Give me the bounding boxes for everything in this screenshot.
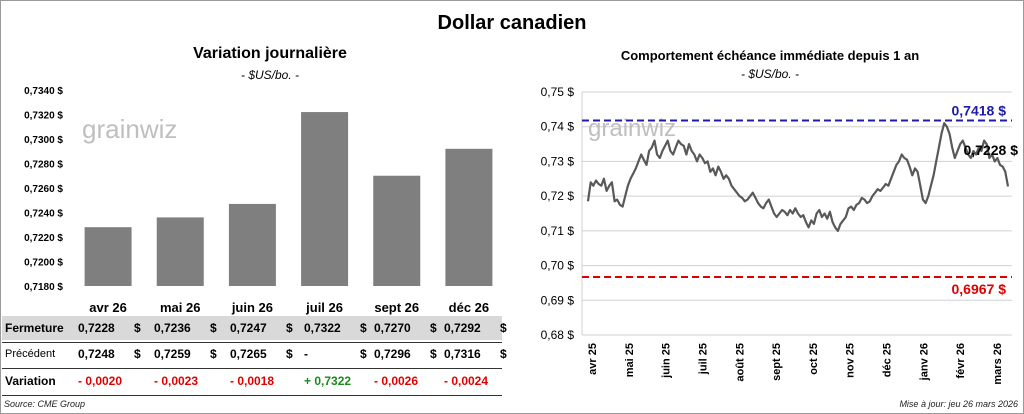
table-cell: 0,7316 (444, 347, 481, 361)
left-x-tick-label: déc 26 (449, 300, 489, 315)
table-cell: - 0,0020 (78, 374, 123, 388)
right-x-tick-label: juin 25 (661, 343, 673, 379)
table-cell: 0,7247 (230, 321, 267, 335)
bar-mai-26 (156, 217, 204, 286)
left-x-tick-label: juil 26 (305, 300, 343, 315)
left-y-tick-label: 0,7260 $ (24, 184, 63, 195)
left-y-tick-label: 0,7220 $ (24, 233, 63, 244)
right-x-tick-label: janv 26 (918, 343, 930, 381)
row-label: Variation (5, 374, 56, 388)
bar-avr-26 (84, 227, 132, 286)
left-x-tick-label: mai 26 (160, 300, 200, 315)
left-y-tick-label: 0,7240 $ (24, 209, 63, 220)
right-chart-subtitle: - $US/bo. - (740, 67, 800, 81)
right-y-tick-label: 0,68 $ (541, 328, 575, 342)
high-reference-label: 0,7418 $ (952, 102, 1007, 118)
grainwiz-watermark-right: grainwiz (588, 115, 676, 142)
unit-symbol: $ (210, 347, 217, 361)
table-cell: 0,7248 (78, 347, 115, 361)
bar-juil-26 (301, 112, 349, 286)
right-y-tick-label: 0,70 $ (541, 259, 575, 273)
left-x-tick-label: avr 26 (89, 300, 127, 315)
table-cell: - 0,0026 (374, 374, 419, 388)
right-y-tick-label: 0,75 $ (541, 85, 575, 99)
unit-symbol: $ (430, 347, 437, 361)
left-y-tick-label: 0,7300 $ (24, 135, 63, 146)
left-y-tick-label: 0,7200 $ (24, 258, 63, 269)
right-x-tick-label: août 25 (734, 343, 746, 382)
left-y-tick-label: 0,7320 $ (24, 111, 63, 122)
right-x-tick-label: sept 25 (771, 343, 783, 381)
left-y-tick-label: 0,7340 $ (24, 86, 63, 97)
right-y-tick-label: 0,72 $ (541, 189, 575, 203)
unit-symbol: $ (360, 347, 367, 361)
unit-symbol: $ (210, 321, 217, 335)
right-x-tick-label: mars 26 (992, 343, 1004, 385)
left-y-tick-label: 0,7180 $ (24, 282, 63, 293)
row-label: Fermeture (5, 321, 64, 335)
grainwiz-watermark: grainwiz (82, 114, 177, 144)
last-price-label: 0,7228 $ (964, 142, 1019, 158)
bar-déc-26 (445, 148, 493, 286)
table-cell: 0,7236 (154, 321, 191, 335)
page-title: Dollar canadien (437, 12, 587, 34)
table-cell: 0,7259 (154, 347, 191, 361)
left-chart-subtitle: - $US/bo. - (240, 68, 300, 82)
table-cell: 0,7292 (444, 321, 481, 335)
table-row: Variation - 0,0020 - 0,0023 - 0,0018 + 0,732… (2, 369, 502, 393)
right-y-tick-label: 0,73 $ (541, 154, 575, 168)
right-x-tick-label: juil 25 (697, 343, 709, 375)
low-reference-label: 0,6967 $ (952, 281, 1007, 297)
table-divider (2, 395, 502, 396)
left-chart-title: Variation journalière (193, 45, 347, 62)
table-cell: - 0,0018 (230, 374, 275, 388)
unit-symbol: $ (500, 347, 507, 361)
right-chart-title: Comportement échéance immédiate depuis 1… (620, 48, 920, 63)
table-divider (2, 342, 502, 343)
unit-symbol: $ (500, 321, 507, 335)
right-y-tick-label: 0,71 $ (541, 224, 575, 238)
bar-juin-26 (228, 203, 276, 286)
price-series-line (586, 122, 1010, 232)
table-cell: 0,7322 (304, 321, 341, 335)
table-cell: - 0,0023 (154, 374, 199, 388)
left-y-tick-label: 0,7280 $ (24, 160, 63, 171)
table-cell: 0,7265 (230, 347, 267, 361)
left-x-tick-label: juin 26 (231, 300, 273, 315)
left-x-tick-label: sept 26 (374, 300, 419, 315)
right-y-tick-label: 0,74 $ (541, 120, 575, 134)
right-y-tick-label: 0,69 $ (541, 293, 575, 307)
right-x-tick-label: mai 25 (624, 343, 636, 377)
right-x-tick-label: nov 25 (845, 343, 857, 378)
table-row: Précédent 0,7248 $0,7259 $0,7265 $ - $0,7296 $0… (2, 342, 507, 366)
table-cell: + 0,7322 (304, 374, 352, 388)
unit-symbol: $ (134, 347, 141, 361)
right-x-tick-label: avr 25 (587, 343, 599, 375)
table-cell: 0,7296 (374, 347, 411, 361)
row-label: Précédent (5, 348, 56, 360)
right-x-tick-label: déc 25 (882, 343, 894, 377)
right-x-tick-label: oct 25 (808, 343, 820, 375)
unit-symbol: $ (360, 321, 367, 335)
source-note: Source: CME Group (4, 399, 86, 409)
table-cell: 0,7228 (78, 321, 115, 335)
bar-sept-26 (373, 175, 421, 286)
table-cell: - 0,0024 (444, 374, 489, 388)
unit-symbol: $ (430, 321, 437, 335)
table-divider (2, 368, 502, 369)
table-row: Fermeture 0,7228 $0,7236 $0,7247 $0,7322 $0,7… (2, 316, 507, 340)
table-cell: - (304, 347, 308, 361)
unit-symbol: $ (134, 321, 141, 335)
update-note: Mise à jour: jeu 26 mars 2026 (899, 399, 1018, 409)
unit-symbol: $ (286, 347, 293, 361)
table-cell: 0,7270 (374, 321, 411, 335)
right-x-tick-label: févr 26 (955, 343, 967, 378)
unit-symbol: $ (286, 321, 293, 335)
